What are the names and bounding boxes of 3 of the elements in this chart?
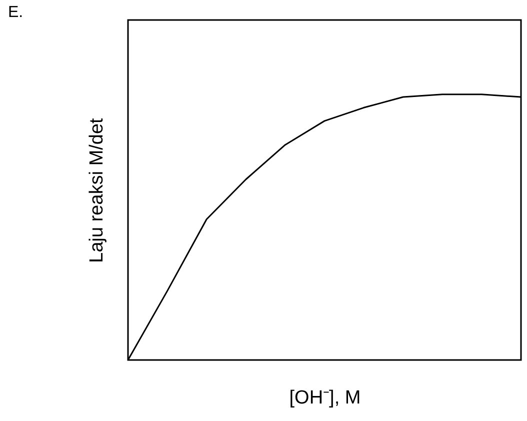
x-axis-title: [OH⁻], M — [289, 388, 361, 408]
y-axis-title: Laju reaksi M/det — [86, 117, 108, 263]
text: E. — [8, 4, 24, 22]
